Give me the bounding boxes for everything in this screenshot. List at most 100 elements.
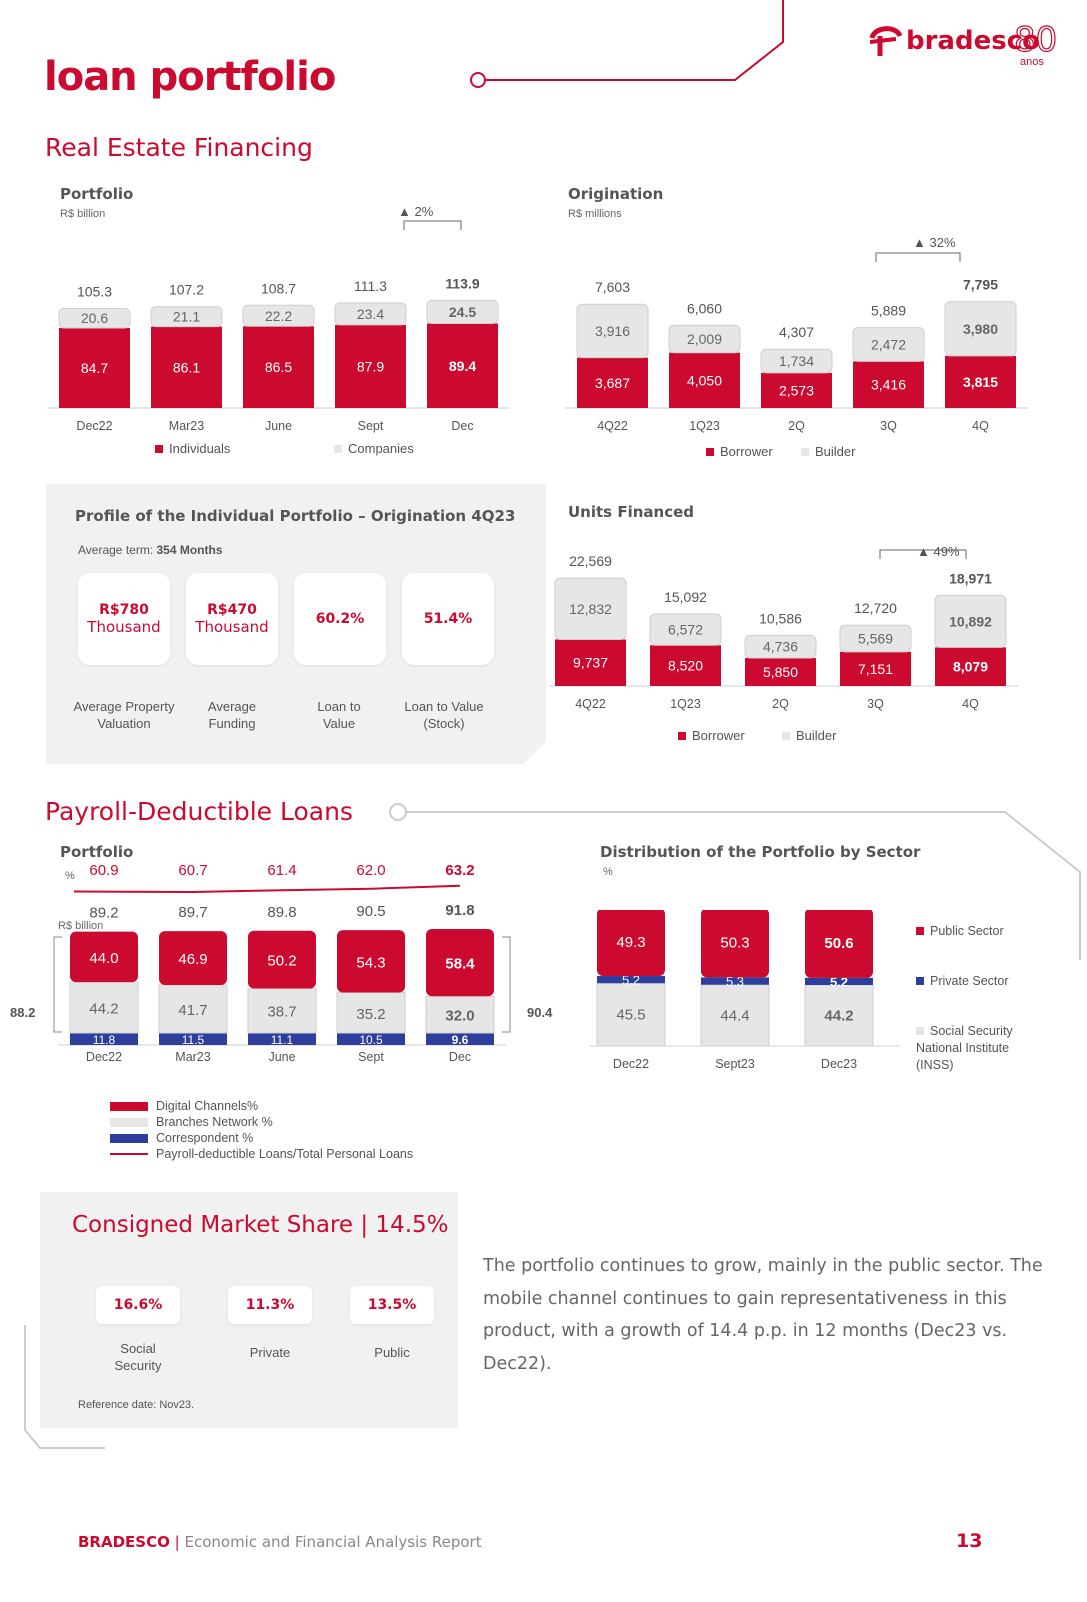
data-label: 5,850 [763,664,798,680]
card-value: R$780 [99,602,149,618]
label-line: Average [207,699,257,714]
re-origination-unit: R$ millions [568,208,622,220]
bar-segment [70,1033,138,1045]
legend-line [110,1153,148,1155]
data-label: 44.4 [720,1007,749,1024]
data-label: 5.2 [622,973,640,988]
total-label: 89.7 [178,904,207,921]
bar-segment [248,1033,316,1045]
growth-bracket [879,549,967,559]
bar-segment [596,982,666,1047]
bar-segment [934,594,1007,648]
card-avg-property: R$780 Thousand [78,573,170,665]
data-label: 89.4 [449,358,476,374]
total-label: 111.3 [354,278,387,294]
bar-segment [852,327,925,362]
legend-swatch [782,732,790,740]
data-label: 86.1 [173,359,200,375]
label-line: Security [114,1358,162,1373]
tick-label: Dec [449,1050,471,1064]
sector-unit: % [603,866,613,878]
card-value: R$470 [207,602,257,618]
data-label: 49.3 [616,934,645,951]
data-label: 84.7 [81,360,108,376]
legend-swatch [916,1027,924,1035]
bar-segment [804,984,874,1047]
data-label: 12,832 [569,601,612,617]
data-label: 45.5 [616,1007,645,1024]
avg-term: Average term: 354 Months [78,543,223,557]
data-label: 86.5 [265,359,292,375]
payroll-heading: Payroll-Deductible Loans [45,797,353,826]
legend-item: Social Security National Institute (INSS… [916,1023,1046,1074]
bar-segment [700,984,770,1047]
tick-label: June [265,419,292,433]
bar-segment [59,327,130,408]
data-label: 1,734 [779,353,814,369]
legend-swatch [110,1133,148,1143]
data-label: 58.4 [445,956,475,973]
legend-item: Branches Network % [110,1114,413,1130]
tick-label: Sept23 [715,1057,755,1071]
re-units-title: Units Financed [568,503,694,521]
card-label: Loan to Value [284,698,394,732]
page-title: loan portfolio [44,54,336,100]
tick-label: 4Q [972,419,989,433]
line-value-label: 60.9 [89,865,118,879]
logo-anos: anos [1020,56,1044,68]
data-label: 9,737 [573,655,608,671]
bar-segment [247,987,317,1034]
total-label: 91.8 [445,902,474,919]
data-label: 50.2 [267,953,296,970]
sector-chart: 45.5 5.2 49.3 Dec22 44.4 5.3 50.3 Sept23 44.2 5.2… [590,910,900,1071]
bar-segment [70,931,138,983]
card-avg-funding: R$470 Thousand [186,573,278,665]
bar-segment [935,647,1006,686]
bar-segment [151,326,222,408]
payroll-unit: R$ billion [58,920,104,932]
bar-segment [649,613,722,646]
total-label: 4,307 [779,324,814,340]
total-label: 7,795 [963,277,998,293]
share-private: 11.3% [228,1286,312,1324]
legend-swatch [706,448,714,456]
data-label: 11.1 [271,1033,294,1047]
tick-label: Sept [358,419,384,433]
total-label: 107.2 [169,282,204,298]
bar-segment [945,355,1016,408]
legend-item: Digital Channels% [110,1098,413,1114]
tick-label: 3Q [867,697,884,711]
logo-80: 80 [1013,19,1058,60]
data-label: 5,569 [858,631,893,647]
re-units-chart: 9,737 12,832 22,569 4Q22 8,520 6,572 15,092 1Q2… [550,549,1018,743]
bar-segment [69,981,139,1034]
label-line: (Stock) [423,716,465,731]
tick-label: Sept [358,1050,384,1064]
share-label: Social Security [88,1340,188,1374]
bar-segment [805,977,873,986]
data-label: 44.0 [89,950,118,967]
legend-item: Payroll-deductible Loans/Total Personal … [110,1146,413,1162]
data-label: 7,151 [858,661,893,677]
tick-label: Dec22 [76,419,112,433]
re-units-growth: ▲ 49% [917,544,960,559]
sector-title: Distribution of the Portfolio by Sector [600,843,921,861]
data-label: 10.5 [359,1033,383,1047]
bar-segment [840,651,911,686]
data-label: 20.6 [81,310,108,326]
footer-brand: BRADESCO [78,1533,170,1551]
data-label: 54.3 [356,954,385,971]
payroll-portfolio-chart: 11.8 44.2 44.0 89.2 Dec22 60.9 11.5 41.7 46.9 89.… [53,865,511,1064]
bar-segment [669,352,740,408]
bar-segment [242,304,315,327]
share-label: Public [342,1344,442,1361]
tick-label: Dec22 [86,1050,122,1064]
bar-segment [577,357,648,408]
bar-segment [701,910,769,978]
data-label: 4,736 [763,639,798,655]
label-line: Value [322,716,356,731]
legend-label: Builder [796,728,837,743]
reference-date: Reference date: Nov23. [78,1399,195,1411]
re-portfolio-unit: R$ billion [60,208,106,220]
tick-label: 2Q [772,697,789,711]
